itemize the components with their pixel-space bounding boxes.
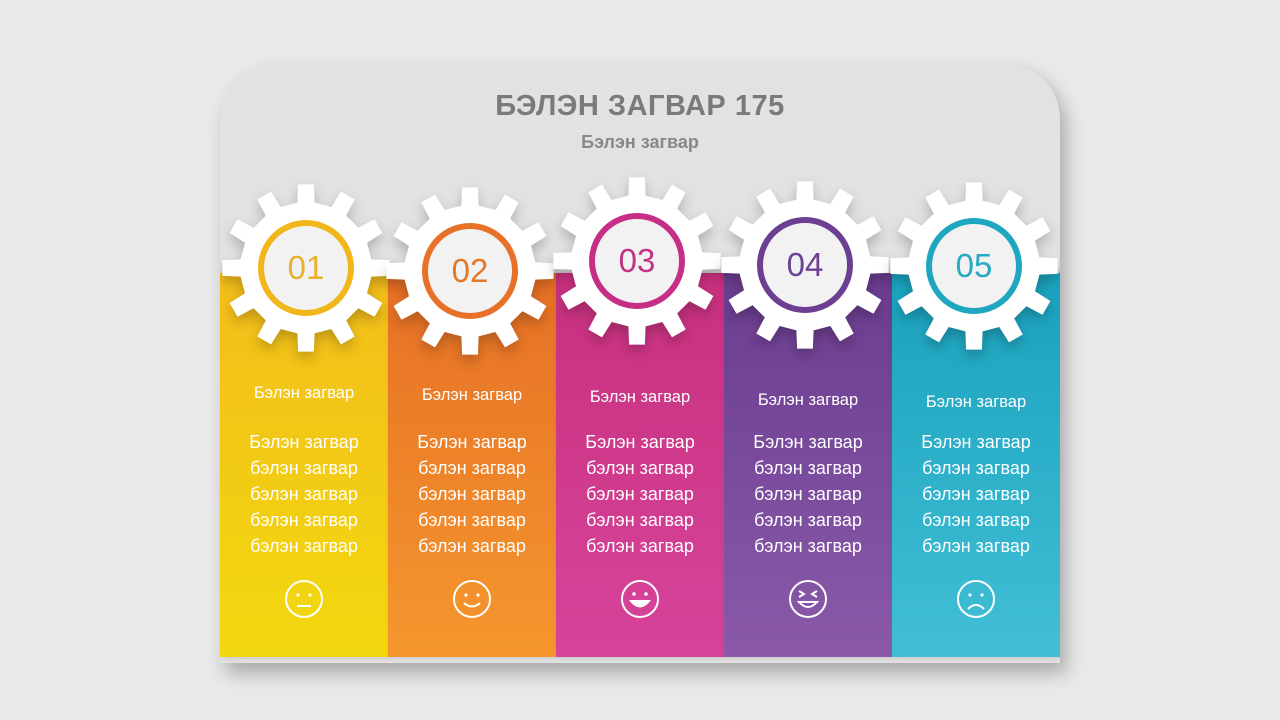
step-body-2: Бэлэн загвар бэлэн загвар бэлэн загвар б… [417, 432, 527, 556]
step-heading-4: Бэлэн загвар [757, 391, 859, 409]
laughing-face-icon [787, 578, 829, 620]
neutral-face-icon [283, 578, 325, 620]
gear-icon: 02 [384, 185, 556, 357]
step-heading-1: Бэлэн загвар [253, 384, 355, 402]
page-subtitle: Бэлэн загвар [581, 132, 699, 152]
step-heading-2: Бэлэн загвар [421, 386, 523, 404]
gear-icon: 04 [719, 179, 891, 351]
step-body-1: Бэлэн загвар бэлэн загвар бэлэн загвар б… [249, 432, 359, 556]
step-number-4: 04 [786, 246, 824, 283]
gear-shape [721, 181, 889, 349]
gear-icon: 03 [551, 175, 723, 347]
step-column-3: Бэлэн загвар Бэлэн загвар бэлэн загвар б… [556, 273, 724, 657]
smile-face-icon [451, 578, 493, 620]
step-body-3: Бэлэн загвар бэлэн загвар бэлэн загвар б… [585, 432, 695, 556]
sad-face-icon [955, 578, 997, 620]
step-body-4: Бэлэн загвар бэлэн загвар бэлэн загвар б… [753, 432, 863, 556]
gear-shape [890, 182, 1058, 350]
step-heading-3: Бэлэн загвар [589, 388, 691, 406]
gear-icon: 05 [888, 180, 1060, 352]
step-body-5: Бэлэн загвар бэлэн загвар бэлэн загвар б… [921, 432, 1031, 556]
page-title: БЭЛЭН ЗАГВАР 175 [495, 90, 785, 122]
step-column-5: Бэлэн загвар Бэлэн загвар бэлэн загвар б… [892, 273, 1060, 657]
step-number-3: 03 [618, 242, 656, 279]
step-column-2: Бэлэн загвар Бэлэн загвар бэлэн загвар б… [388, 273, 556, 657]
step-number-2: 02 [451, 252, 489, 289]
step-number-5: 05 [955, 247, 993, 284]
step-heading-5: Бэлэн загвар [925, 393, 1027, 411]
gear-icon: 01 [220, 182, 392, 354]
happy-face-icon [619, 578, 661, 620]
step-number-1: 01 [287, 249, 325, 286]
gear-shape [386, 187, 554, 355]
gear-shape [553, 177, 721, 345]
gear-shape [222, 184, 390, 352]
infographic-card: БЭЛЭН ЗАГВАР 175 Бэлэн загвар Бэлэн загв… [220, 63, 1060, 663]
